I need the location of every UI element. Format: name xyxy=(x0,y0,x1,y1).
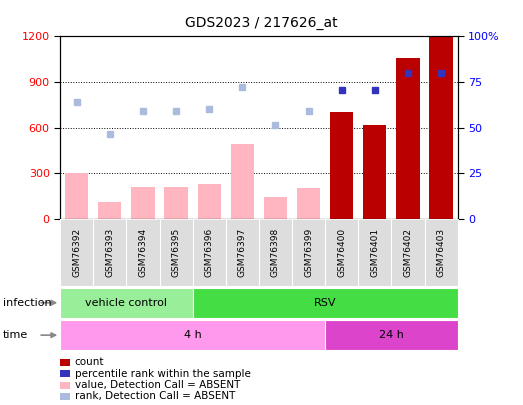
Text: count: count xyxy=(75,358,104,367)
Text: infection: infection xyxy=(3,298,51,308)
Text: GSM76392: GSM76392 xyxy=(72,228,81,277)
Text: percentile rank within the sample: percentile rank within the sample xyxy=(75,369,251,379)
Bar xyxy=(198,184,221,219)
Text: value, Detection Call = ABSENT: value, Detection Call = ABSENT xyxy=(75,380,240,390)
Bar xyxy=(297,188,320,219)
Text: time: time xyxy=(3,330,28,340)
Text: GSM76393: GSM76393 xyxy=(105,228,115,277)
Text: vehicle control: vehicle control xyxy=(85,298,167,308)
Bar xyxy=(164,187,188,219)
Bar xyxy=(363,124,386,219)
Text: rank, Detection Call = ABSENT: rank, Detection Call = ABSENT xyxy=(75,392,235,401)
Text: GSM76397: GSM76397 xyxy=(238,228,247,277)
Text: GSM76394: GSM76394 xyxy=(139,228,147,277)
Bar xyxy=(60,320,325,350)
Text: GSM76402: GSM76402 xyxy=(403,228,413,277)
Text: GSM76396: GSM76396 xyxy=(204,228,214,277)
Bar xyxy=(330,112,354,219)
Text: 24 h: 24 h xyxy=(379,330,404,340)
Bar xyxy=(429,36,453,219)
Text: GSM76401: GSM76401 xyxy=(370,228,379,277)
Text: 4 h: 4 h xyxy=(184,330,201,340)
Bar xyxy=(65,173,88,219)
Text: GDS2023 / 217626_at: GDS2023 / 217626_at xyxy=(185,16,338,30)
Bar xyxy=(192,288,458,318)
Bar xyxy=(264,198,287,219)
Bar xyxy=(325,320,458,350)
Bar xyxy=(396,58,419,219)
Bar xyxy=(231,144,254,219)
Bar xyxy=(131,187,155,219)
Text: GSM76400: GSM76400 xyxy=(337,228,346,277)
Text: GSM76398: GSM76398 xyxy=(271,228,280,277)
Text: GSM76395: GSM76395 xyxy=(172,228,180,277)
Text: GSM76403: GSM76403 xyxy=(437,228,446,277)
Bar xyxy=(98,202,121,219)
Bar xyxy=(60,288,192,318)
Text: RSV: RSV xyxy=(314,298,336,308)
Text: GSM76399: GSM76399 xyxy=(304,228,313,277)
